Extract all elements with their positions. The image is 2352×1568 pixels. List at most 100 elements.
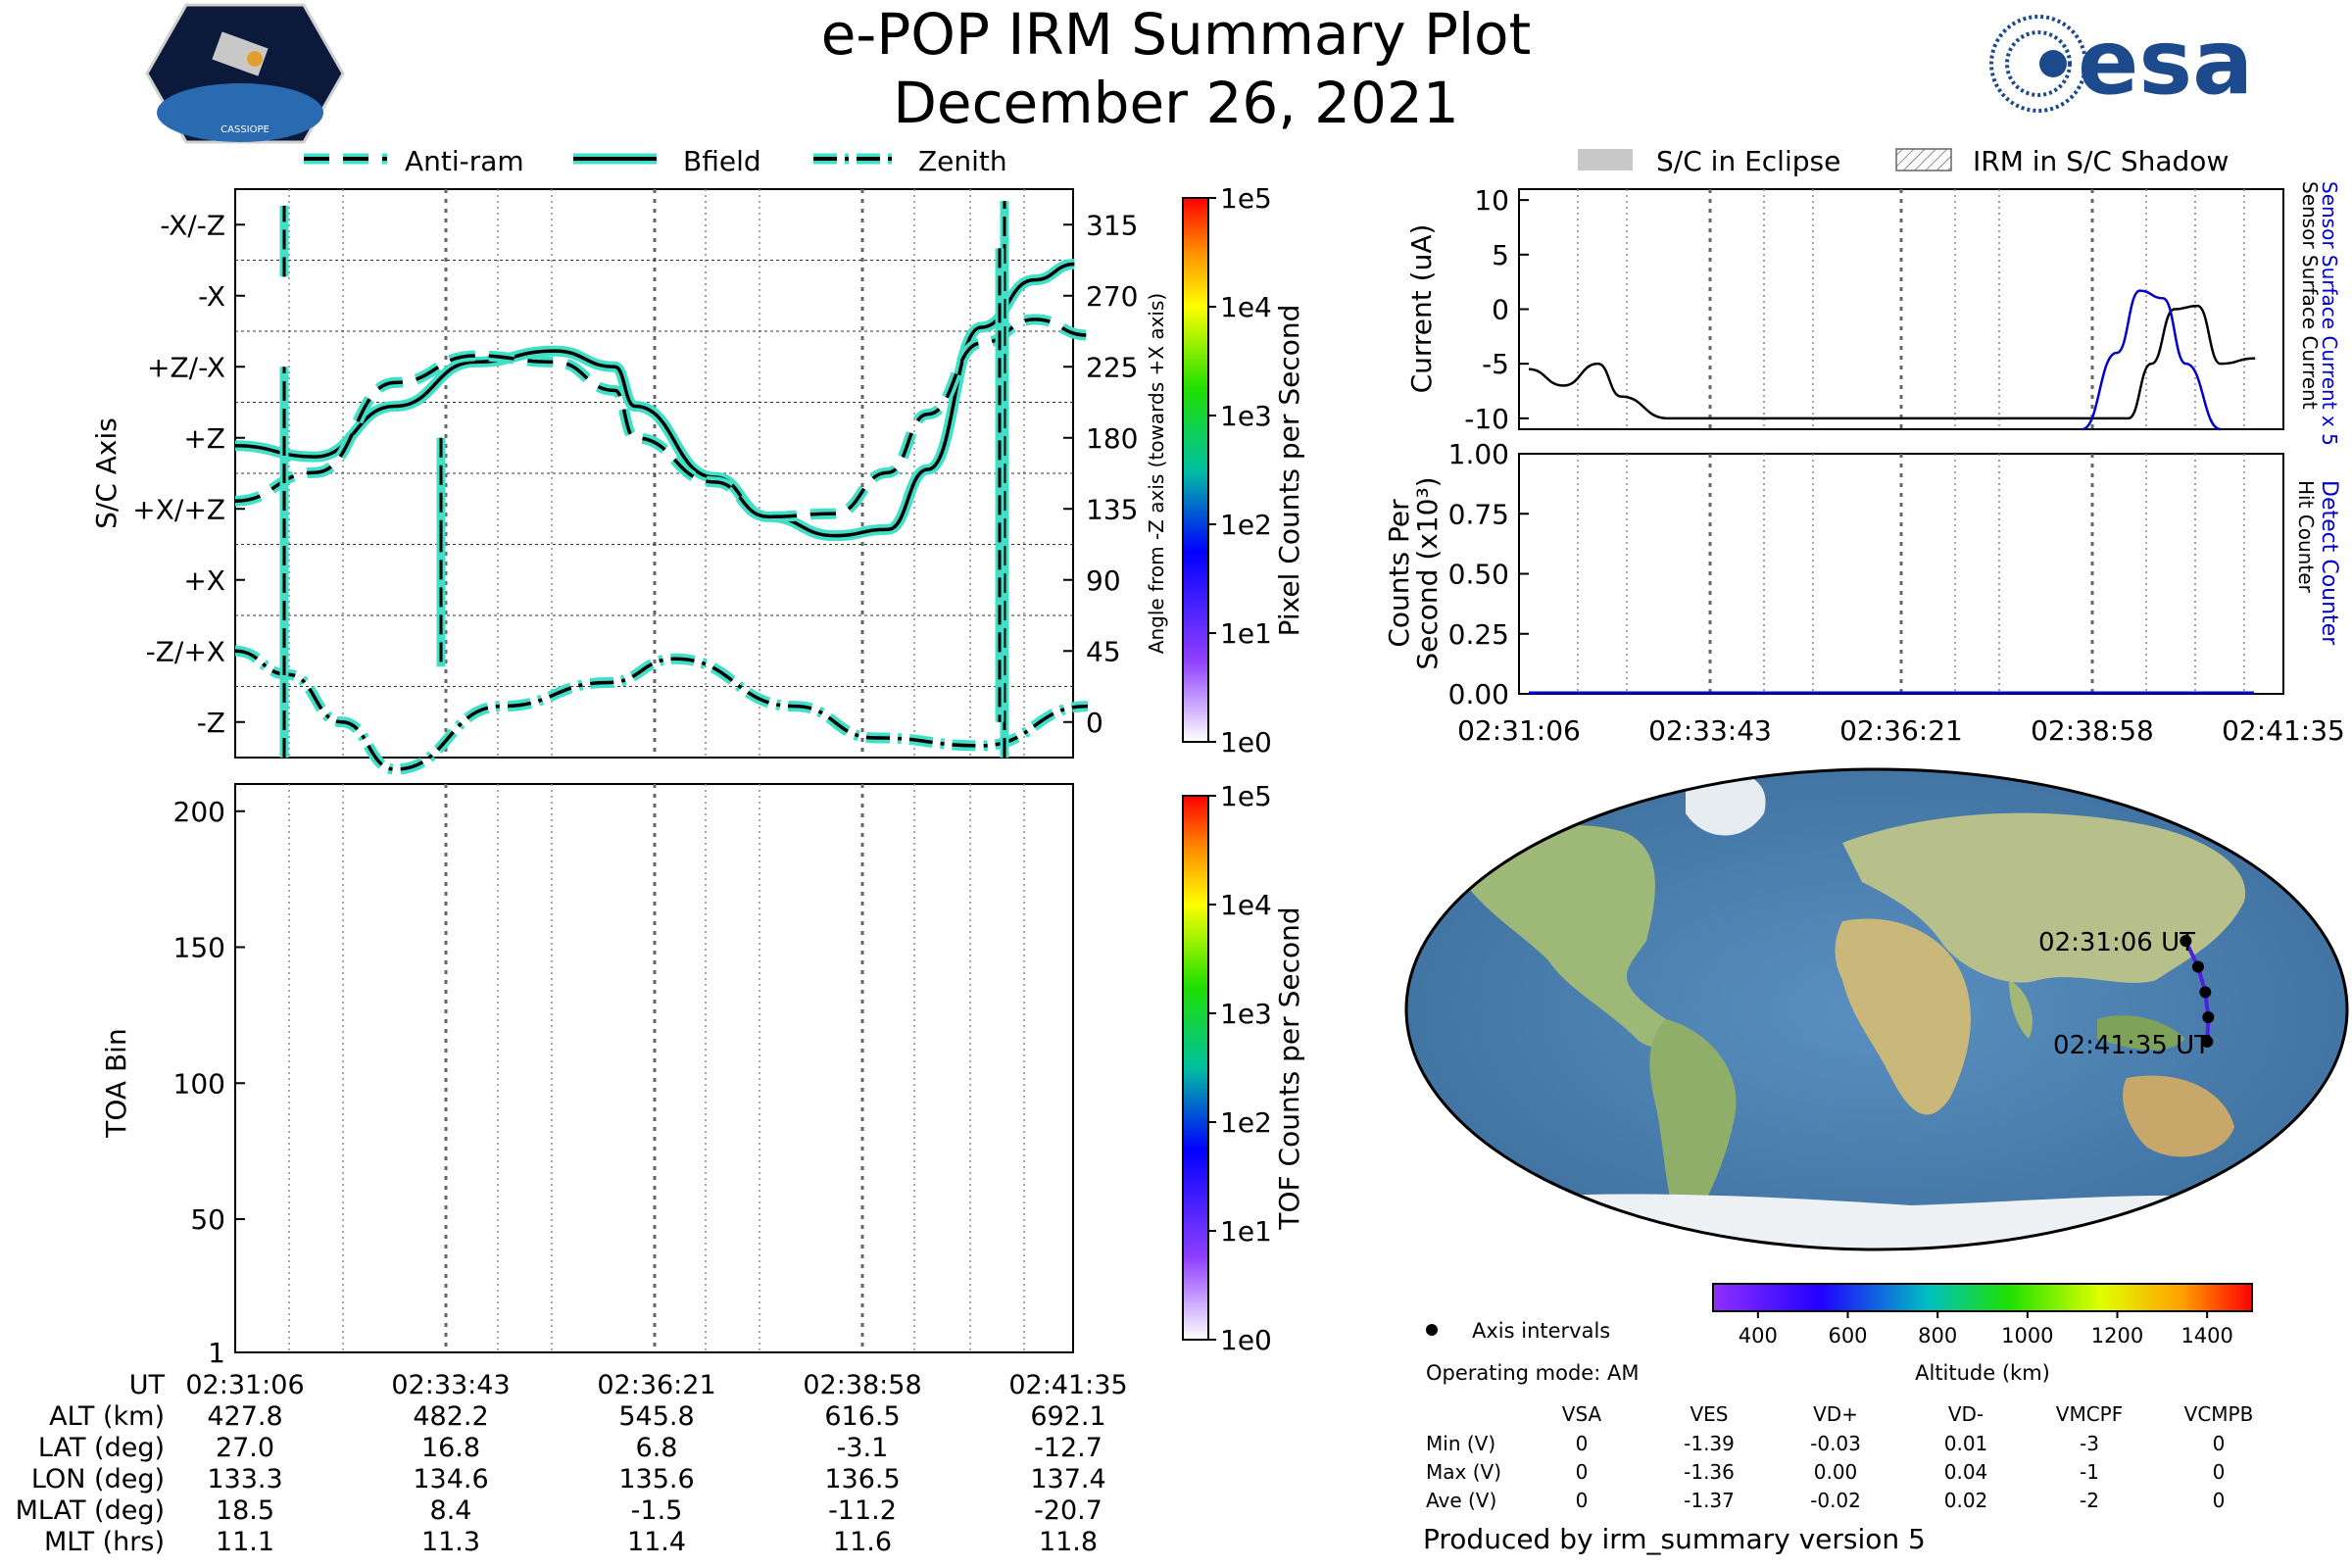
ephemeris-cell: -11.2 [828,1495,897,1526]
cassiope-logo: CASSIOPE [145,3,345,144]
track-start-label: 02:31:06 UT [2038,928,2195,957]
colorbar-tick-label: 1e2 [1220,509,1272,541]
altitude-colorbar-ticks: 400 600 800 1000 1200 1400 [1739,1311,2233,1348]
current-grid [1577,189,2245,429]
colorbar-tick-label: 1e1 [1220,1215,1272,1248]
altitude-tick-label: 1000 [2001,1324,2053,1348]
colorbar-tick-label: 1e2 [1220,1106,1272,1139]
voltage-table-cell: -1.39 [1684,1432,1735,1455]
toa-ytick-label: 200 [173,796,225,828]
counts-xticks: 02:31:06 02:33:43 02:36:21 02:38:58 02:41:35 [1457,714,2345,747]
counts-ytick-label: 0.50 [1448,559,1509,591]
voltage-table-cell: 0 [1576,1460,1589,1484]
voltage-table-cell: -3 [2080,1432,2099,1455]
voltage-table-header: VD- [1948,1402,1984,1426]
ephemeris-cell: 482.2 [413,1401,488,1432]
ephemeris-row-label: ALT (km) [49,1401,165,1432]
current-ytick-label: -5 [1482,348,1509,380]
voltage-table-header: VD+ [1813,1402,1858,1426]
current-ytick-label: 10 [1474,184,1509,217]
toa-ytick-label: 50 [190,1203,225,1236]
counts-plot: 0.00 0.25 0.50 0.75 1.00 Counts Per Second (… [1383,438,2345,747]
ephemeris-cell: 136.5 [824,1464,900,1494]
counts-ytick-label: 0.25 [1448,618,1509,651]
counts-ytick-label: 1.00 [1448,438,1509,470]
ephemeris-row-label: UT [129,1370,166,1400]
orbit-track [2180,935,2215,1048]
counts-ytick-label: 0.00 [1448,678,1509,710]
altitude-colorbar [1712,1283,2253,1312]
ephemeris-cell: 135.6 [618,1464,694,1494]
ephemeris-cell: 545.8 [618,1401,694,1432]
counts-ylabel-line2: Second (x10³) [1411,476,1444,669]
current-legend: S/C in Eclipse IRM in S/C Shadow [1578,145,2229,177]
ephemeris-cell: -3.1 [837,1433,889,1463]
voltage-table-cell: 0.01 [1944,1432,1988,1455]
attitude-angle-tick-label: 270 [1086,280,1138,313]
voltage-table-row-label: Max (V) [1426,1460,1501,1484]
pixel-colorbar-fill [1182,197,1209,743]
attitude-ylabel-left: S/C Axis [90,417,122,529]
current-traces [1528,289,2256,431]
tof-colorbar-label: TOF Counts per Second [1273,906,1305,1230]
voltage-table-cell: 0.04 [1944,1460,1988,1484]
orbit-track-point [2180,935,2192,948]
voltage-table-cell: -2 [2080,1489,2099,1512]
toa-grid [288,784,1025,1352]
ephemeris-cell: -12.7 [1034,1433,1102,1463]
colorbar-tick-label: 1e0 [1220,1324,1272,1356]
current-ylabel: Current (uA) [1405,224,1438,394]
counts-xtick-label: 02:41:35 [2222,714,2345,747]
toa-ylabel: TOA Bin [100,1028,132,1138]
voltage-table-cell: -0.02 [1810,1489,1861,1512]
figure-date: December 26, 2021 [893,70,1458,136]
voltage-table-header: VCMPB [2184,1402,2254,1426]
altitude-colorbar-label: Altitude (km) [1915,1361,2050,1385]
axis-intervals-label: Axis intervals [1472,1319,1610,1343]
ephemeris-cell: 6.8 [636,1433,678,1463]
operating-mode: Operating mode: AM [1426,1361,1639,1385]
ephemeris-cell: 02:38:58 [803,1370,921,1400]
current-yticks: -10 -5 0 5 10 [1464,184,1529,435]
ephemeris-row-label: LAT (deg) [38,1433,165,1463]
map-border [1404,767,2349,1251]
voltage-table-cell: 0.02 [1944,1489,1988,1512]
altitude-tick-label: 600 [1828,1324,1867,1348]
voltage-table-row-label: Min (V) [1426,1432,1495,1455]
voltage-table-cell: 0.00 [1814,1460,1858,1484]
voltage-table-cell: 0 [2213,1460,2226,1484]
map-land [1450,770,2303,1250]
ephemeris-cell: 11.3 [421,1527,480,1557]
colorbar-tick-label: 1e4 [1220,889,1272,921]
voltage-table-cell: 0 [2213,1432,2226,1455]
colorbar-tick-label: 1e0 [1220,726,1272,759]
counts-xtick-label: 02:33:43 [1648,714,1772,747]
tof-colorbar: 1e0 1e1 1e2 1e3 1e4 1e5 TOF Counts per Second [1182,780,1305,1356]
attitude-axis-tick-label: +X [183,564,225,597]
ephemeris-cell: 137.4 [1030,1464,1105,1494]
ephemeris-row-label: MLAT (deg) [16,1495,165,1526]
ephemeris-row-label: MLT (hrs) [44,1527,165,1557]
ephemeris-cell: 11.4 [627,1527,686,1557]
ephemeris-cell: 134.6 [413,1464,488,1494]
trace-line [234,318,1088,519]
attitude-traces [234,201,1089,775]
attitude-axis-labels: -Z -Z/+X +X +X/+Z +Z +Z/-X -X -X/-Z 0 45 90 135 180 2… [132,209,1138,739]
current-ytick-label: 0 [1492,294,1509,326]
ephemeris-cell: -1.5 [631,1495,683,1526]
attitude-angle-tick-label: 0 [1086,707,1103,739]
counts-ytick-label: 0.75 [1448,498,1509,530]
attitude-plot: -Z -Z/+X +X +X/+Z +Z +Z/-X -X -X/-Z 0 45 90 135 180 2… [90,188,1168,775]
current-right-label-black: Sensor Surface Current [2298,181,2322,410]
legend-eclipse-swatch [1578,149,1633,171]
voltage-table-cell: 0 [2213,1489,2226,1512]
voltage-table-header: VMCPF [2056,1402,2123,1426]
orbit-track-point [2191,960,2204,973]
voltage-table-cell: -1 [2080,1460,2099,1484]
cassiope-logo-text: CASSIOPE [220,124,270,135]
attitude-angle-tick-label: 225 [1086,351,1138,383]
ephemeris-cell: 02:41:35 [1008,1370,1127,1400]
